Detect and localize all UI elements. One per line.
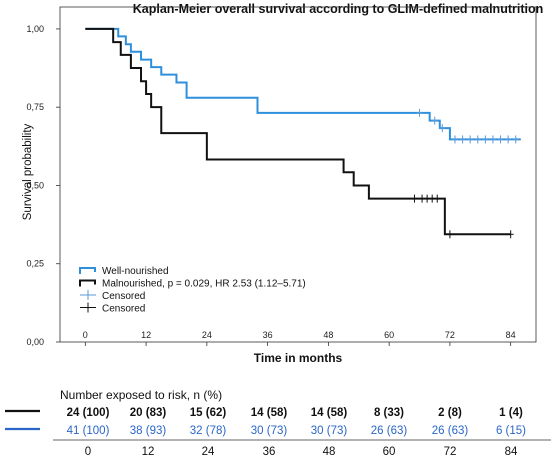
survival-line-well-nourished bbox=[85, 27, 521, 141]
risk-table: Number exposed to risk, n (%) 24 (100) 20 … bbox=[5, 388, 551, 458]
risk-time-label: 12 bbox=[142, 446, 155, 458]
censored-mark bbox=[424, 194, 431, 203]
legend-label: Malnourished, p = 0.029, HR 2.53 (1.12–5… bbox=[102, 279, 306, 290]
x-tick-label: 24 bbox=[202, 330, 212, 340]
censored-mark bbox=[467, 135, 474, 144]
risk-cell: 6 (15) bbox=[496, 425, 526, 437]
censored-mark bbox=[431, 116, 438, 125]
legend-item: Censored bbox=[80, 302, 145, 315]
y-axis-label: Survival probability bbox=[22, 123, 34, 220]
censored-mark bbox=[451, 135, 458, 144]
risk-cell: 30 (73) bbox=[251, 425, 288, 437]
censored-mark bbox=[419, 194, 426, 203]
censored-mark bbox=[497, 135, 504, 144]
censored-mark bbox=[446, 230, 453, 239]
x-tick-label: 12 bbox=[141, 330, 151, 340]
y-tick-label: 0,75 bbox=[26, 102, 44, 112]
censored-mark bbox=[434, 194, 441, 203]
risk-time-label: 36 bbox=[263, 446, 276, 458]
risk-cell: 41 (100) bbox=[67, 425, 110, 437]
risk-cell: 26 (63) bbox=[432, 425, 469, 437]
x-tick-label: 48 bbox=[323, 330, 333, 340]
censored-mark bbox=[505, 135, 512, 144]
legend-item: Censored bbox=[80, 290, 145, 302]
censored-mark bbox=[411, 194, 418, 203]
x-axis-label: Time in months bbox=[254, 351, 343, 365]
risk-table-title: Number exposed to risk, n (%) bbox=[60, 388, 222, 402]
x-tick-label: 72 bbox=[445, 330, 455, 340]
risk-cell: 32 (78) bbox=[190, 425, 227, 437]
y-axis: 0,00 0,25 0,50 0,75 1,00 bbox=[26, 24, 60, 347]
censored-mark bbox=[439, 124, 446, 133]
x-tick-label: 84 bbox=[506, 330, 516, 340]
risk-cell: 8 (33) bbox=[374, 407, 404, 419]
risk-cell: 30 (73) bbox=[311, 425, 348, 437]
legend-item: Well-nourished bbox=[79, 266, 169, 277]
risk-time-label: 60 bbox=[383, 446, 396, 458]
risk-time-label: 24 bbox=[202, 446, 215, 458]
x-axis: 0 12 24 36 48 60 72 84 bbox=[83, 330, 516, 346]
legend-item: Malnourished, p = 0.029, HR 2.53 (1.12–5… bbox=[79, 279, 306, 290]
censored-mark bbox=[482, 135, 489, 144]
legend: Well-nourished Malnourished, p = 0.029, H… bbox=[79, 266, 306, 315]
censored-mark bbox=[459, 135, 466, 144]
censored-mark bbox=[507, 230, 514, 239]
risk-cell: 15 (62) bbox=[190, 407, 227, 419]
x-tick-label: 60 bbox=[384, 330, 394, 340]
risk-time-label: 48 bbox=[323, 446, 336, 458]
censored-mark bbox=[512, 135, 519, 144]
risk-cell: 1 (4) bbox=[499, 407, 523, 419]
y-tick-label: 0,50 bbox=[26, 180, 44, 190]
risk-cell: 38 (93) bbox=[130, 425, 167, 437]
y-tick-label: 0,00 bbox=[26, 337, 44, 347]
y-tick-label: 1,00 bbox=[26, 24, 44, 34]
censored-mark bbox=[489, 135, 496, 144]
plot-frame bbox=[59, 6, 537, 343]
y-tick-label: 0,25 bbox=[26, 259, 44, 269]
risk-cell: 20 (83) bbox=[130, 407, 167, 419]
risk-cell: 24 (100) bbox=[67, 407, 110, 419]
censored-mark bbox=[474, 135, 481, 144]
legend-label: Censored bbox=[102, 304, 145, 315]
legend-label: Well-nourished bbox=[102, 266, 169, 277]
risk-cell: 14 (58) bbox=[251, 407, 288, 419]
risk-cell: 26 (63) bbox=[371, 425, 408, 437]
risk-cell: 2 (8) bbox=[438, 407, 462, 419]
x-tick-label: 36 bbox=[263, 330, 273, 340]
chart-title: Kaplan-Meier overall survival according … bbox=[133, 2, 544, 16]
risk-cell: 14 (58) bbox=[311, 407, 348, 419]
legend-label: Censored bbox=[102, 291, 145, 302]
censored-mark bbox=[416, 108, 423, 117]
risk-time-label: 0 bbox=[85, 446, 91, 458]
censored-mark bbox=[429, 194, 436, 203]
survival-line-malnourished bbox=[85, 27, 511, 236]
survival-curves bbox=[85, 27, 521, 239]
x-tick-label: 0 bbox=[83, 330, 88, 340]
risk-time-label: 84 bbox=[505, 446, 518, 458]
risk-time-label: 72 bbox=[444, 446, 457, 458]
